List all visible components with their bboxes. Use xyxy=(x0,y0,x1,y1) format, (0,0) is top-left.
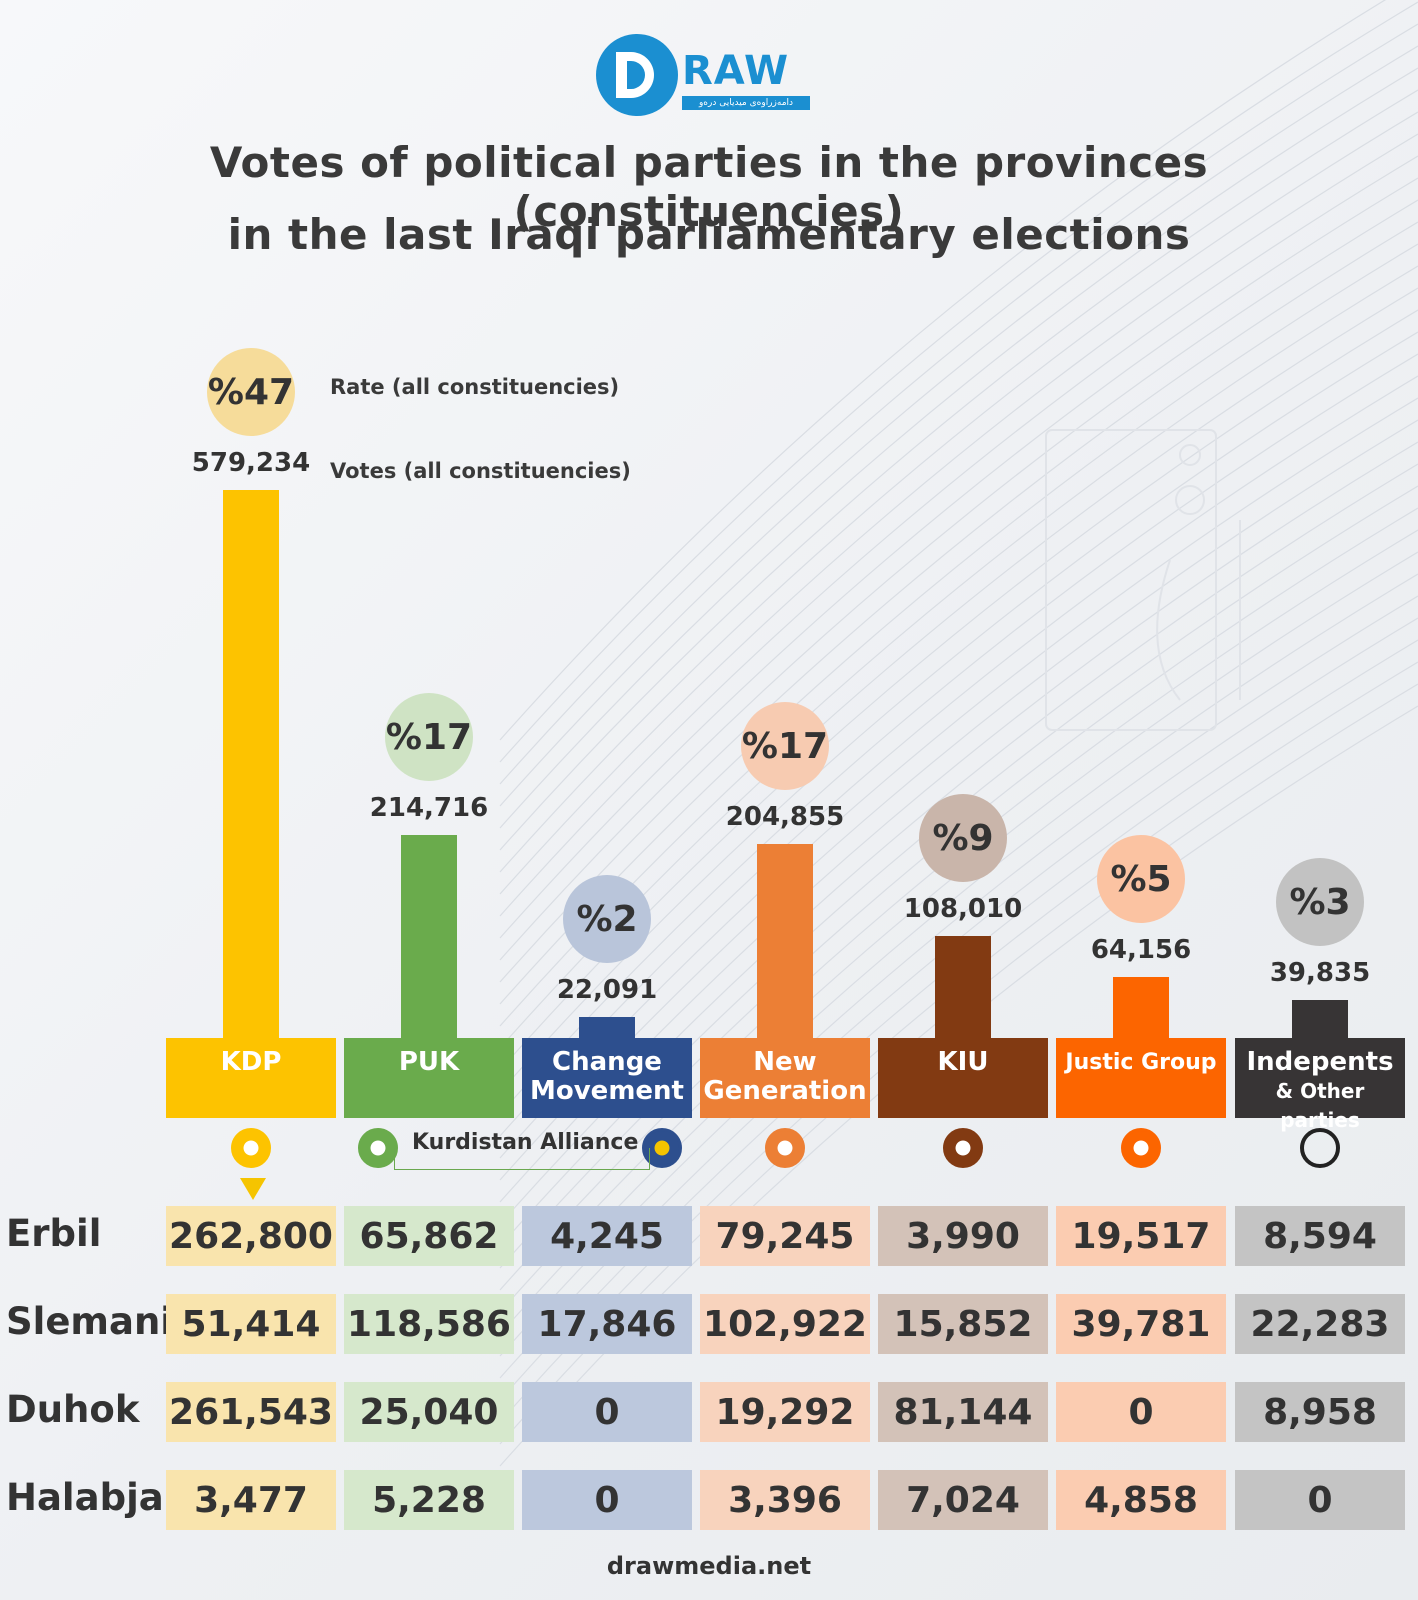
logo-word: RAW xyxy=(682,48,790,94)
table-cell: 5,228 xyxy=(344,1470,514,1530)
province-label: Halabja xyxy=(6,1476,164,1519)
rate-badge: %17 xyxy=(385,693,473,781)
bar-value-label: 108,010 xyxy=(903,894,1023,924)
alliance-label: Kurdistan Alliance xyxy=(412,1130,639,1155)
bar-1 xyxy=(401,835,457,1038)
bar-5 xyxy=(1113,977,1169,1038)
table-cell: 7,024 xyxy=(878,1470,1048,1530)
rate-badge: %2 xyxy=(563,875,651,963)
bar-0 xyxy=(223,490,279,1038)
bar-value-label: 204,855 xyxy=(725,802,845,832)
party-logo-icon xyxy=(358,1128,398,1168)
bar-value-label: 39,835 xyxy=(1269,958,1371,988)
table-cell: 25,040 xyxy=(344,1382,514,1442)
table-cell: 65,862 xyxy=(344,1206,514,1266)
bar-3 xyxy=(757,844,813,1038)
table-cell: 22,283 xyxy=(1235,1294,1405,1354)
province-label: Duhok xyxy=(6,1388,140,1431)
table-cell: 3,477 xyxy=(166,1470,336,1530)
logo-tagline: دامەزراوەی میدیایی درەو xyxy=(682,96,810,110)
table-cell: 81,144 xyxy=(878,1382,1048,1442)
table-cell: 19,292 xyxy=(700,1382,870,1442)
table-cell: 0 xyxy=(1235,1470,1405,1530)
party-header-line: KIU xyxy=(937,1047,989,1077)
rate-badge: %9 xyxy=(919,794,1007,882)
party-logo-icon xyxy=(642,1128,682,1168)
party-header: New Generation xyxy=(700,1038,870,1118)
draw-logo: RAW دامەزراوەی میدیایی درەو xyxy=(596,34,826,118)
table-cell: 15,852 xyxy=(878,1294,1048,1354)
chart-subtitle: in the last Iraqi parliamentary election… xyxy=(227,210,1191,259)
table-cell: 8,594 xyxy=(1235,1206,1405,1266)
party-header-line: & Other parties xyxy=(1275,1079,1365,1132)
table-cell: 79,245 xyxy=(700,1206,870,1266)
table-cell: 261,543 xyxy=(166,1382,336,1442)
table-cell: 3,990 xyxy=(878,1206,1048,1266)
down-arrow-icon xyxy=(240,1178,266,1200)
alliance-bracket xyxy=(394,1148,650,1170)
table-cell: 262,800 xyxy=(166,1206,336,1266)
party-header-line: Generation xyxy=(703,1076,867,1106)
party-header-line: Change xyxy=(552,1047,662,1077)
footer-url: drawmedia.net xyxy=(606,1552,812,1580)
party-header: Change Movement xyxy=(522,1038,692,1118)
province-label: Slemani xyxy=(6,1300,173,1343)
party-header-line: KDP xyxy=(220,1047,282,1077)
table-cell: 4,245 xyxy=(522,1206,692,1266)
party-logo-icon xyxy=(765,1128,805,1168)
party-header: PUK xyxy=(344,1038,514,1118)
rate-badge: %47 xyxy=(207,348,295,436)
table-cell: 0 xyxy=(1056,1382,1226,1442)
table-cell: 118,586 xyxy=(344,1294,514,1354)
table-cell: 0 xyxy=(522,1470,692,1530)
bar-6 xyxy=(1292,1000,1348,1038)
table-cell: 4,858 xyxy=(1056,1470,1226,1530)
bar-value-label: 579,234 xyxy=(191,448,311,478)
party-header-line: Movement xyxy=(530,1076,684,1106)
chart-title: Votes of political parties in the provin… xyxy=(209,138,1209,236)
table-cell: 0 xyxy=(522,1382,692,1442)
rate-badge: %5 xyxy=(1097,835,1185,923)
table-cell: 39,781 xyxy=(1056,1294,1226,1354)
bar-value-label: 22,091 xyxy=(556,975,658,1005)
party-header-line: Justic Group xyxy=(1065,1050,1217,1075)
table-cell: 3,396 xyxy=(700,1470,870,1530)
party-logo-icon xyxy=(1300,1128,1340,1168)
party-logo-icon xyxy=(1121,1128,1161,1168)
table-cell: 19,517 xyxy=(1056,1206,1226,1266)
table-cell: 51,414 xyxy=(166,1294,336,1354)
table-cell: 17,846 xyxy=(522,1294,692,1354)
bar-2 xyxy=(579,1017,635,1038)
rate-badge: %17 xyxy=(741,702,829,790)
legend-rate-label: Rate (all constituencies) xyxy=(330,375,620,399)
party-header: KIU xyxy=(878,1038,1048,1118)
legend-votes-label: Votes (all constituencies) xyxy=(330,459,631,483)
table-cell: 8,958 xyxy=(1235,1382,1405,1442)
table-cell: 102,922 xyxy=(700,1294,870,1354)
bar-value-label: 214,716 xyxy=(369,793,489,823)
party-header-line: Indepents xyxy=(1246,1047,1394,1077)
province-label: Erbil xyxy=(6,1212,102,1255)
party-header: Justic Group xyxy=(1056,1038,1226,1118)
party-header: Indepents & Other parties xyxy=(1235,1038,1405,1132)
party-logo-icon xyxy=(943,1128,983,1168)
rate-badge: %3 xyxy=(1276,858,1364,946)
logo-mark xyxy=(596,34,678,116)
party-header: KDP xyxy=(166,1038,336,1118)
bar-value-label: 64,156 xyxy=(1090,935,1192,965)
party-logo-icon xyxy=(231,1128,271,1168)
bar-4 xyxy=(935,936,991,1038)
party-header-line: New xyxy=(753,1047,817,1077)
party-header-line: PUK xyxy=(398,1047,460,1077)
